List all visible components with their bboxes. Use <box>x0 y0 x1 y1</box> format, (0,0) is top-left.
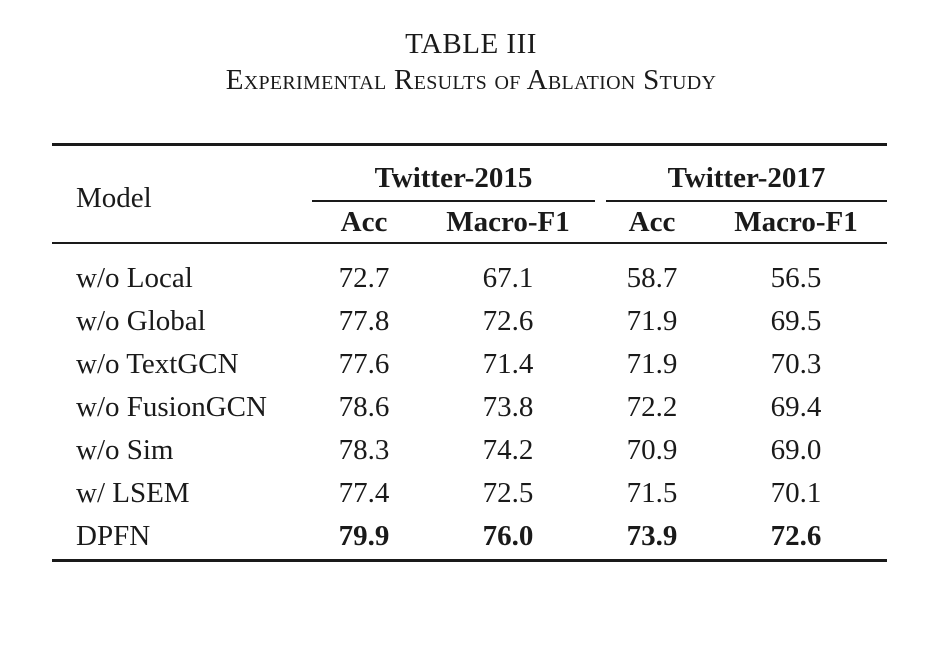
table-row: DPFN 79.9 76.0 73.9 72.6 <box>0 522 942 562</box>
row-value: 77.6 <box>338 348 390 380</box>
row-value: 71.4 <box>482 348 534 380</box>
table-row: w/o TextGCN 77.6 71.4 71.9 70.3 <box>0 350 942 390</box>
top-rule <box>52 143 887 146</box>
table-row: w/o Sim 78.3 74.2 70.9 69.0 <box>0 436 942 476</box>
group-header-twitter-2017: Twitter-2017 <box>667 162 826 194</box>
header-rule <box>52 242 887 244</box>
group-rule-twitter-2015 <box>312 200 595 202</box>
row-model-name: w/o FusionGCN <box>76 391 267 423</box>
bottom-rule <box>52 559 887 562</box>
group-rule-twitter-2017 <box>606 200 887 202</box>
row-value: 77.8 <box>338 305 390 337</box>
row-value: 69.4 <box>770 391 822 423</box>
row-value: 67.1 <box>482 262 534 294</box>
row-value: 78.6 <box>338 391 390 423</box>
subheader-macro-f1-2015: Macro-F1 <box>446 206 570 238</box>
row-value: 56.5 <box>770 262 822 294</box>
row-model-name: w/o Sim <box>76 434 174 466</box>
row-model-name: w/ LSEM <box>76 477 190 509</box>
row-value: 72.6 <box>482 305 534 337</box>
table-row: w/o Local 72.7 67.1 58.7 56.5 <box>0 264 942 304</box>
row-model-name: w/o Local <box>76 262 193 294</box>
group-header-twitter-2015: Twitter-2015 <box>374 162 533 194</box>
row-value: 69.5 <box>770 305 822 337</box>
table-number: TABLE III <box>405 28 537 60</box>
subheader-macro-f1-2017: Macro-F1 <box>734 206 858 238</box>
table-row: w/o Global 77.8 72.6 71.9 69.5 <box>0 307 942 347</box>
row-model-name: w/o TextGCN <box>76 348 239 380</box>
subheader-acc-2017: Acc <box>628 206 676 238</box>
row-value: 58.7 <box>626 262 678 294</box>
subheader-acc-2015: Acc <box>340 206 388 238</box>
row-value: 77.4 <box>338 477 390 509</box>
table-row: w/o FusionGCN 78.6 73.8 72.2 69.4 <box>0 393 942 433</box>
row-model-name: w/o Global <box>76 305 206 337</box>
row-value: 69.0 <box>770 434 822 466</box>
table-row: w/ LSEM 77.4 72.5 71.5 70.1 <box>0 479 942 519</box>
row-value: 70.3 <box>770 348 822 380</box>
row-value: 71.9 <box>626 305 678 337</box>
row-value: 73.9 <box>626 520 678 552</box>
row-value: 72.6 <box>770 520 822 552</box>
row-value: 74.2 <box>482 434 534 466</box>
row-value: 72.5 <box>482 477 534 509</box>
row-model-name: DPFN <box>76 520 151 552</box>
row-value: 70.1 <box>770 477 822 509</box>
model-column-header: Model <box>76 182 152 214</box>
row-value: 71.9 <box>626 348 678 380</box>
table-title: Experimental Results of Ablation Study <box>225 64 717 96</box>
row-value: 72.2 <box>626 391 678 423</box>
row-value: 71.5 <box>626 477 678 509</box>
row-value: 78.3 <box>338 434 390 466</box>
row-value: 72.7 <box>338 262 390 294</box>
row-value: 79.9 <box>338 520 390 552</box>
row-value: 73.8 <box>482 391 534 423</box>
row-value: 76.0 <box>482 520 534 552</box>
row-value: 70.9 <box>626 434 678 466</box>
